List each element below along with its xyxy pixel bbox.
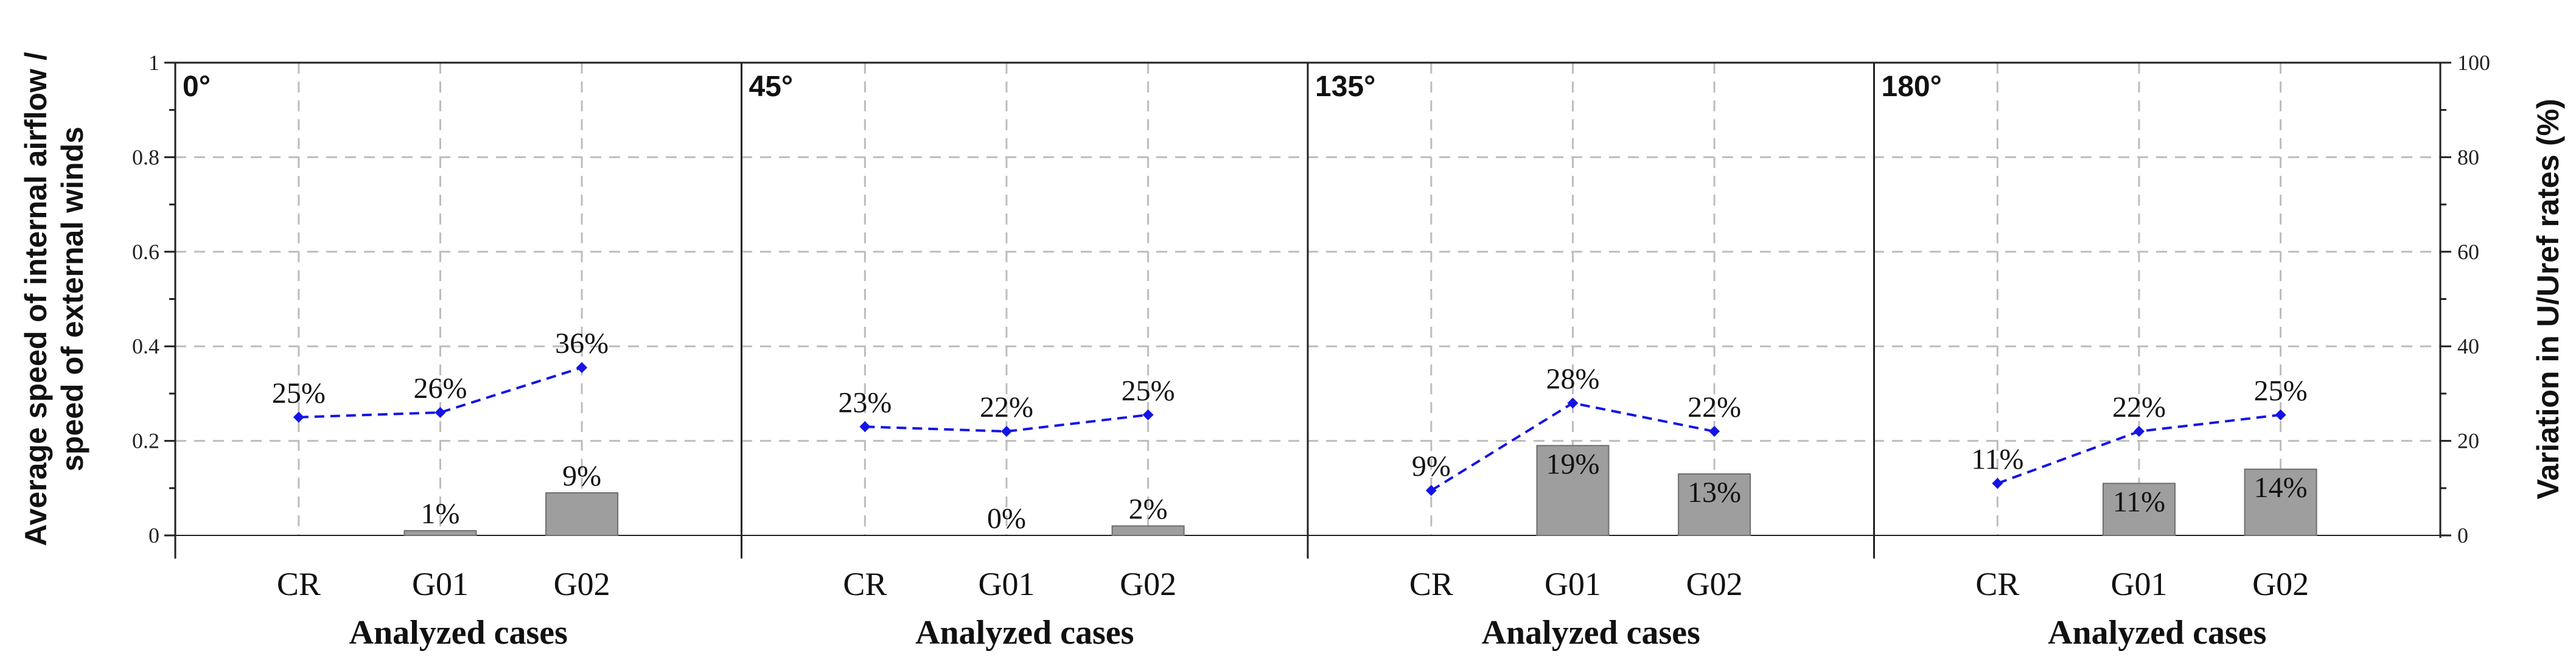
y2-axis-title: Variation in U/Uref rates (%) xyxy=(2531,99,2565,500)
series-line xyxy=(298,366,582,419)
line-value-label: 11% xyxy=(1971,444,2023,476)
bar-value-label: 0% xyxy=(987,503,1026,535)
y-axis-title-line1: Average speed of internal airflow / xyxy=(19,52,53,546)
y-tick-label: 0.2 xyxy=(132,429,159,453)
line-value-label: 9% xyxy=(1412,450,1451,482)
y-axis-title-line2: speed of external winds xyxy=(55,127,89,472)
line-point xyxy=(1000,426,1012,437)
y2-tick-label: 20 xyxy=(2457,429,2479,453)
bar-value-label: 13% xyxy=(1688,476,1741,509)
y-tick-label: 0.4 xyxy=(132,334,159,358)
panel-title: 135° xyxy=(1315,71,1375,103)
x-tick-label: G02 xyxy=(1120,566,1176,602)
y2-tick-label: 100 xyxy=(2457,50,2490,75)
y-tick-label: 1 xyxy=(148,50,159,75)
bar-value-label: 1% xyxy=(421,498,459,530)
panel-title: 180° xyxy=(1882,71,1942,103)
x-tick-label: G01 xyxy=(1545,566,1601,602)
chart-text: Average speed of internal airflow / speed… xyxy=(19,52,2565,652)
y2-tick-label: 0 xyxy=(2457,523,2468,548)
line-point xyxy=(1142,409,1154,420)
y-tick-label: 0.6 xyxy=(132,240,159,264)
line-value-label: 25% xyxy=(2254,375,2308,407)
x-tick-label: G01 xyxy=(978,566,1035,602)
line-point xyxy=(576,362,588,374)
line-point xyxy=(2275,409,2286,420)
line-value-label: 23% xyxy=(838,386,892,419)
bar-value-label: 2% xyxy=(1129,493,1168,525)
x-tick-label: G02 xyxy=(554,566,610,602)
x-tick-label: G02 xyxy=(2252,566,2309,602)
line-point xyxy=(435,406,446,418)
line-point xyxy=(1992,478,2003,489)
bar xyxy=(2102,482,2176,537)
bar-value-label: 14% xyxy=(2254,472,2308,504)
line-value-label: 36% xyxy=(555,327,609,360)
x-tick-label: G01 xyxy=(412,566,469,602)
x-tick-label: CR xyxy=(1409,566,1453,602)
line-point xyxy=(859,421,871,433)
y-tick-label: 0.8 xyxy=(132,145,159,169)
line-value-label: 25% xyxy=(1122,375,1175,407)
bar-value-label: 11% xyxy=(2113,486,2165,518)
x-tick-label: G01 xyxy=(2110,566,2167,602)
panel-title: 45° xyxy=(749,71,794,103)
bar xyxy=(1678,473,1751,536)
bar xyxy=(1536,445,1610,536)
bar xyxy=(1111,525,1185,537)
x-axis-title: Analyzed cases xyxy=(915,614,1134,652)
line-point xyxy=(1709,426,1720,437)
panel-frame xyxy=(174,61,2442,559)
line-point xyxy=(2133,426,2145,437)
y2-tick-label: 40 xyxy=(2457,334,2479,358)
x-tick-label: CR xyxy=(277,566,321,602)
line-value-label: 26% xyxy=(413,372,467,405)
x-axis-title: Analyzed cases xyxy=(1482,614,1700,652)
line-point xyxy=(293,411,304,423)
bar-value-label: 19% xyxy=(1546,448,1599,480)
bar xyxy=(403,530,477,536)
x-tick-label: CR xyxy=(1975,566,2019,602)
panel-title: 0° xyxy=(183,71,211,103)
data-marks xyxy=(293,362,2317,537)
bar xyxy=(545,492,619,537)
line-value-label: 22% xyxy=(1688,391,1741,423)
bar xyxy=(2244,468,2317,536)
line-point xyxy=(1425,485,1437,496)
y-tick-label: 0 xyxy=(148,523,159,548)
axes: 0 0.2 0.4 0.6 0.8 1 0 20 40 60 80 100 xyxy=(132,50,2490,548)
x-tick-label: G02 xyxy=(1686,566,1743,602)
line-value-label: 22% xyxy=(2112,391,2166,423)
line-value-label: 28% xyxy=(1546,363,1599,395)
line-value-label: 25% xyxy=(272,377,326,409)
x-tick-label: CR xyxy=(843,566,887,602)
line-point xyxy=(1567,397,1579,409)
x-axis-title: Analyzed cases xyxy=(2048,614,2266,652)
bar-value-label: 9% xyxy=(562,460,601,492)
y2-tick-label: 80 xyxy=(2457,145,2479,169)
x-axis-title: Analyzed cases xyxy=(349,614,568,652)
line-value-label: 22% xyxy=(980,391,1033,423)
y2-tick-label: 60 xyxy=(2457,240,2479,264)
